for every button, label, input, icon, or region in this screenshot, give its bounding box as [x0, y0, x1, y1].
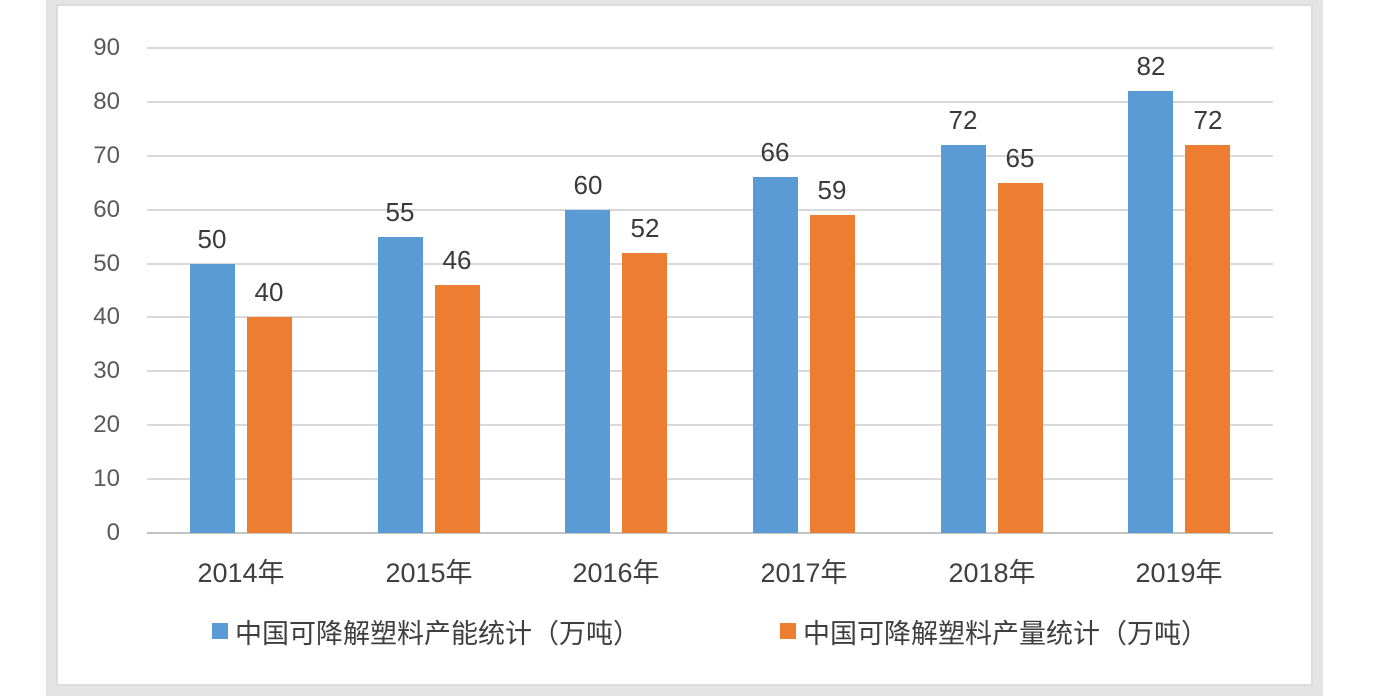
bar-label-series1-2014: 50: [197, 224, 227, 254]
bar-label-series2-2018: 65: [1005, 143, 1035, 173]
gridline-60: [147, 208, 1273, 211]
y-axis-tick-labels: 0 10 20 30 40 50 60 70 80 90: [40, 34, 120, 546]
bar-series2-2019: [1185, 145, 1230, 533]
bar-label-series1-2017: 66: [760, 137, 790, 167]
legend-label-series1: 中国可降解塑料产能统计（万吨）: [235, 618, 640, 649]
x-axis-tick-labels: 2014年 2015年 2016年 2017年 2018年 2019年: [147, 556, 1273, 594]
bar-label-series2-2017: 59: [817, 175, 847, 205]
bar-series1-2017: [753, 177, 798, 533]
bar-series2-2015: [435, 285, 480, 533]
legend-swatch-series2: [780, 623, 796, 639]
legend-swatch-series1: [212, 623, 228, 639]
y-tick-label-10: 10: [93, 465, 120, 493]
gridline-80: [147, 100, 1273, 103]
x-tick-label-2014: 2014年: [197, 558, 285, 588]
bar-label-series2-2014: 40: [254, 277, 284, 307]
bar-series1-2015: [378, 237, 423, 533]
legend-item-series1: 中国可降解塑料产能统计（万吨）: [212, 612, 640, 651]
bar-label-series1-2018: 72: [948, 105, 978, 135]
bar-label-series2-2016: 52: [630, 213, 660, 243]
legend: 中国可降解塑料产能统计（万吨） 中国可降解塑料产量统计（万吨）: [147, 610, 1273, 652]
y-tick-label-20: 20: [93, 411, 120, 439]
bar-label-series2-2015: 46: [442, 245, 472, 275]
y-tick-label-0: 0: [106, 519, 120, 546]
gridline-20: [147, 424, 1273, 427]
bar-series1-2019: [1128, 91, 1173, 533]
gridline-90: [147, 47, 1273, 49]
bar-label-series2-2019: 72: [1193, 105, 1223, 135]
gridline-50: [147, 262, 1273, 265]
x-tick-label-2019: 2019年: [1135, 558, 1223, 588]
bar-label-series1-2016: 60: [573, 170, 603, 200]
gridline-10: [147, 478, 1273, 481]
y-tick-label-50: 50: [93, 249, 120, 277]
y-tick-label-30: 30: [93, 357, 120, 385]
x-tick-label-2015: 2015年: [385, 558, 473, 588]
bar-label-series1-2015: 55: [385, 197, 415, 227]
legend-item-series2: 中国可降解塑料产量统计（万吨）: [780, 612, 1208, 651]
bar-series2-2017: [810, 215, 855, 533]
x-axis-baseline: [147, 532, 1273, 534]
x-tick-label-2017: 2017年: [760, 558, 848, 588]
y-tick-label-90: 90: [93, 34, 120, 61]
bar-series2-2014: [247, 317, 292, 533]
bar-series1-2016: [565, 210, 610, 533]
bar-series1-2018: [941, 145, 986, 533]
x-tick-label-2016: 2016年: [572, 558, 660, 588]
bar-series2-2016: [622, 253, 667, 533]
y-tick-label-70: 70: [93, 141, 120, 169]
bar-series1-2014: [190, 264, 235, 533]
gridline-40: [147, 316, 1273, 319]
x-tick-label-2018: 2018年: [948, 558, 1036, 588]
bar-label-series1-2019: 82: [1136, 51, 1166, 81]
plot-area: 50 55 60 66 72 82 40 46 52 59 65 72: [147, 47, 1273, 534]
bar-series2-2018: [998, 183, 1043, 533]
gridline-30: [147, 370, 1273, 373]
y-tick-label-60: 60: [93, 195, 120, 223]
y-tick-label-80: 80: [93, 87, 120, 115]
gridline-70: [147, 154, 1273, 157]
y-tick-label-40: 40: [93, 303, 120, 331]
legend-label-series2: 中国可降解塑料产量统计（万吨）: [803, 618, 1208, 649]
